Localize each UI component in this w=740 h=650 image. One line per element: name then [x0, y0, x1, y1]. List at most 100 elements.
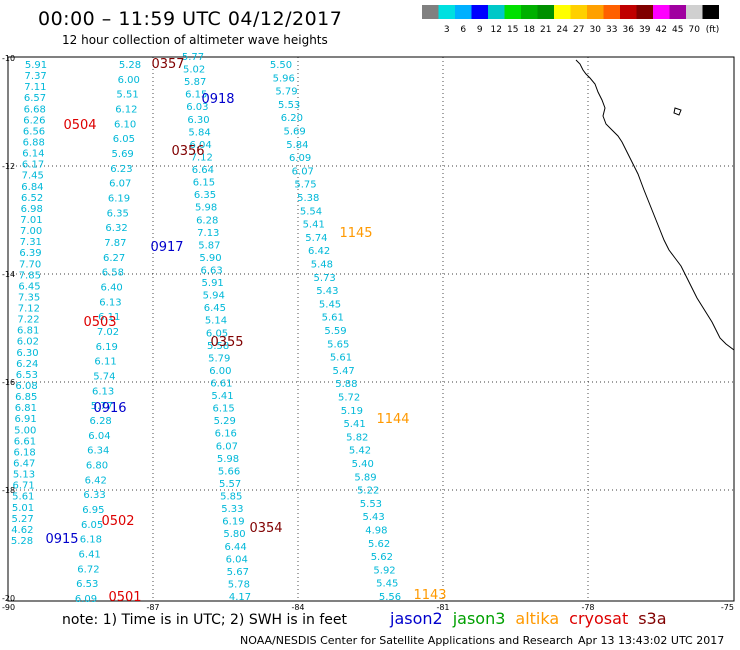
swh-value: 6.81 [17, 326, 39, 337]
colorbar-tick-label: 9 [477, 25, 483, 35]
swh-value: 5.77 [182, 52, 204, 63]
swh-value: 5.79 [275, 87, 297, 98]
swh-value: 5.28 [11, 536, 33, 547]
swh-value: 6.18 [80, 535, 102, 546]
swh-value: 5.91 [202, 278, 224, 289]
swh-value: 6.09 [75, 594, 97, 605]
pass-time-label: 0357 [151, 57, 184, 72]
colorbar-swatch [554, 5, 571, 19]
swh-value: 4.62 [11, 525, 33, 536]
swh-value: 6.61 [14, 436, 36, 447]
colorbar-swatch [587, 5, 604, 19]
swh-value: 5.75 [294, 180, 316, 191]
swh-value: 6.10 [114, 119, 136, 130]
colorbar-unit: (ft) [706, 25, 720, 35]
colorbar-swatch [669, 5, 686, 19]
swh-value: 6.17 [22, 160, 44, 171]
swh-value: 6.45 [204, 303, 226, 314]
swh-value: 5.19 [341, 406, 363, 417]
swh-value: 5.87 [198, 240, 220, 251]
swh-value: 5.82 [346, 432, 368, 443]
swh-value: 7.13 [197, 228, 219, 239]
swh-value: 6.84 [21, 182, 43, 193]
swh-value: 5.40 [352, 459, 374, 470]
swh-value: 5.90 [199, 253, 221, 264]
swh-value: 6.07 [292, 166, 314, 177]
swh-value: 6.04 [190, 140, 212, 151]
swh-value: 6.47 [13, 459, 35, 470]
swh-value: 6.88 [23, 137, 45, 148]
pass-time-label: 0354 [249, 521, 282, 536]
map-frame [7, 56, 735, 602]
swh-value: 6.03 [186, 102, 208, 113]
swh-value: 6.35 [107, 208, 129, 219]
swh-value: 7.85 [19, 270, 41, 281]
pass-time-label: 0502 [101, 514, 134, 529]
swh-value: 6.27 [103, 253, 125, 264]
footer-note: note: 1) Time is in UTC; 2) SWH is in fe… [62, 612, 348, 628]
pass-time-label: 0918 [201, 92, 234, 107]
swh-value: 5.62 [368, 539, 390, 550]
colorbar-swatch [636, 5, 653, 19]
swh-value: 5.69 [283, 127, 305, 138]
colorbar-swatch [620, 5, 637, 19]
swh-value: 5.65 [327, 339, 349, 350]
swh-value: 6.20 [281, 113, 303, 124]
colorbar-swatch [537, 5, 554, 19]
swh-value: 6.14 [22, 149, 44, 160]
swh-value: 5.91 [25, 60, 47, 71]
swh-value: 5.66 [218, 466, 240, 477]
swh-value: 5.13 [13, 470, 35, 481]
swh-value: 5.58 [207, 341, 229, 352]
footer-timestamp: Apr 13 13:43:02 UTC 2017 [578, 634, 725, 647]
swh-value: 6.07 [216, 441, 238, 452]
chart-title: 00:00 – 11:59 UTC 04/12/2017 [38, 8, 343, 30]
swh-value: 5.87 [184, 77, 206, 88]
swh-value: 6.58 [102, 268, 124, 279]
swh-value: 6.15 [185, 90, 207, 101]
colorbar-swatch [570, 5, 587, 19]
swh-value: 6.57 [24, 93, 46, 104]
colorbar-swatch [603, 5, 620, 19]
colorbar-tick-label: 6 [460, 25, 466, 35]
satellite-legend: jason2 jason3 altika cryosat s3a [390, 609, 677, 628]
chart-subtitle: 12 hour collection of altimeter wave hei… [62, 33, 328, 47]
colorbar-swatch [686, 5, 703, 19]
swh-value: 6.53 [76, 579, 98, 590]
swh-value: 5.29 [214, 416, 236, 427]
pass-time-labels: 0357 0918 0504 0356 1145 0917 0503 0355 0916 1144… [45, 57, 446, 605]
map-grid [8, 57, 734, 601]
pass-time-label: 0917 [150, 240, 183, 255]
swh-value: 6.34 [87, 446, 109, 457]
longitude-labels: -90 -87 -84 -81 -78 -75 [2, 603, 734, 612]
pass-time-label: 0355 [210, 335, 243, 350]
swh-value: 5.98 [195, 203, 217, 214]
swh-value: 7.31 [20, 237, 42, 248]
swh-value: 7.35 [18, 292, 40, 303]
lon-tick-label: -78 [581, 603, 594, 612]
pass-time-label: 0356 [171, 144, 204, 159]
swh-value: 6.24 [16, 359, 38, 370]
swh-value: 6.91 [14, 414, 36, 425]
swh-value: 6.71 [12, 481, 34, 492]
swh-value: 6.05 [206, 328, 228, 339]
swh-value: 7.00 [20, 226, 42, 237]
swh-value: 6.85 [15, 392, 37, 403]
swh-value: 5.61 [12, 492, 34, 503]
colorbar-tick-label: 15 [507, 25, 518, 35]
swh-value: 4.17 [229, 592, 251, 603]
swh-value: 5.56 [379, 592, 401, 603]
swh-value: 7.01 [20, 215, 42, 226]
colorbar-swatch [455, 5, 472, 19]
swh-value: 7.70 [19, 259, 41, 270]
legend-item-jason3: jason3 [452, 609, 506, 628]
colorbar-tick-label: 21 [540, 25, 551, 35]
swh-value: 5.45 [376, 579, 398, 590]
swh-value: 5.92 [373, 565, 395, 576]
lon-tick-label: -81 [436, 603, 449, 612]
colorbar-tick-label: 18 [524, 25, 536, 35]
colorbar-tick-label: 39 [639, 25, 651, 35]
swh-value: 7.12 [191, 152, 213, 163]
swh-value: 5.01 [12, 503, 34, 514]
swh-value: 5.41 [343, 419, 365, 430]
